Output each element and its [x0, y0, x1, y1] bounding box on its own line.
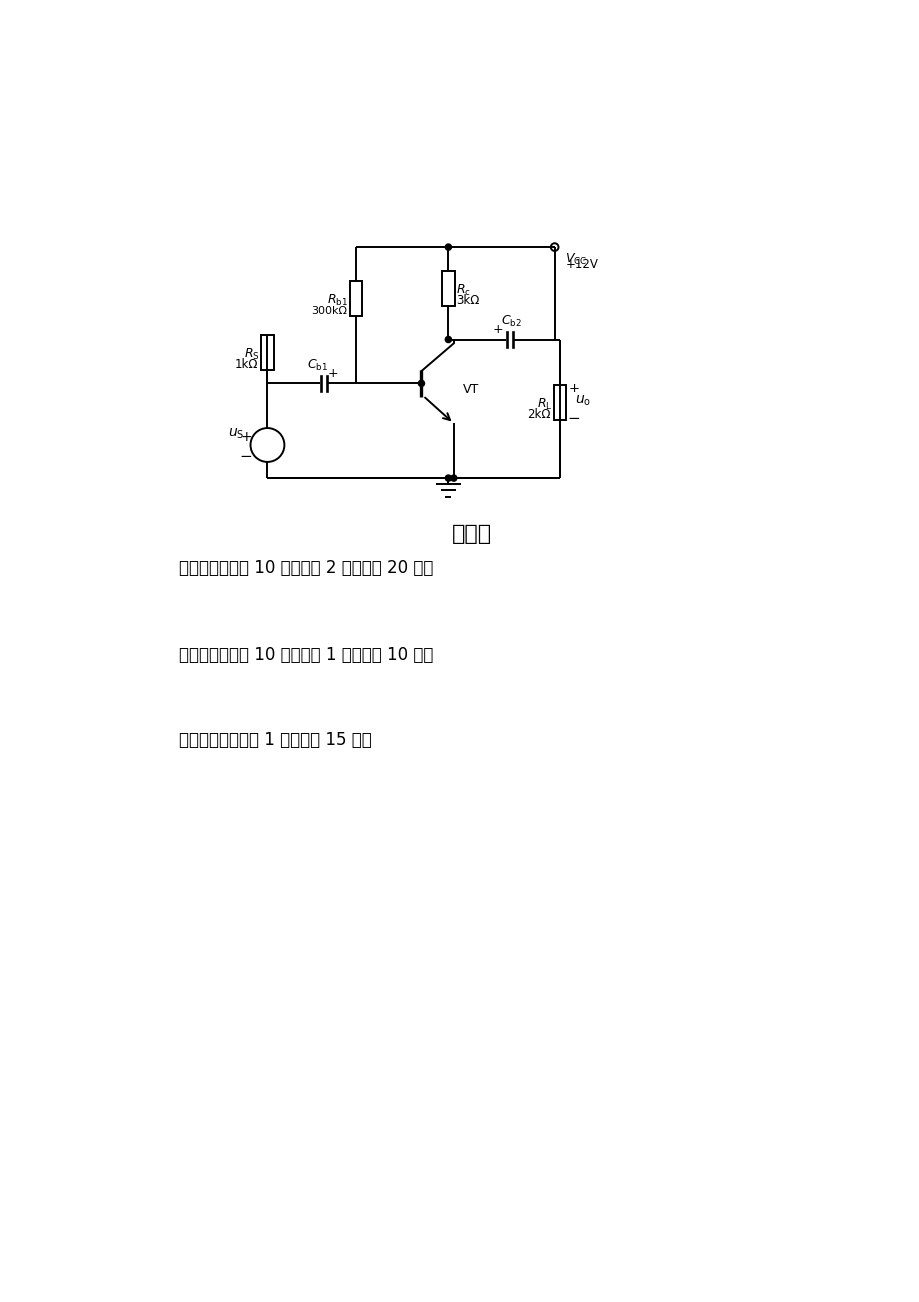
Circle shape	[445, 243, 451, 250]
Text: $C_{\rm b2}$: $C_{\rm b2}$	[501, 314, 521, 328]
Text: $R_{\rm b1}$: $R_{\rm b1}$	[327, 293, 348, 309]
Text: 3kΩ: 3kΩ	[456, 294, 479, 307]
Circle shape	[445, 475, 451, 482]
Circle shape	[450, 475, 457, 482]
Text: 一、选择题（共 10 题，每题 2 分，满分 20 分）: 一、选择题（共 10 题，每题 2 分，满分 20 分）	[178, 559, 433, 577]
Text: VT: VT	[462, 383, 479, 396]
Text: 答题纸: 答题纸	[451, 523, 491, 543]
Text: 二、判断题（共 10 题，每题 1 分，满分 10 分）: 二、判断题（共 10 题，每题 1 分，满分 10 分）	[178, 646, 433, 664]
Text: $u_{\rm S}$: $u_{\rm S}$	[228, 427, 244, 441]
Text: 1kΩ: 1kΩ	[234, 358, 258, 371]
Circle shape	[445, 336, 451, 342]
Text: +12V: +12V	[565, 258, 597, 271]
Text: $V_{\rm CC}$: $V_{\rm CC}$	[565, 251, 587, 267]
Text: $R_{\rm c}$: $R_{\rm c}$	[456, 283, 471, 298]
Text: 300kΩ: 300kΩ	[311, 306, 346, 316]
Bar	[261, 335, 273, 370]
Text: +: +	[568, 383, 579, 396]
Text: $u_{\rm o}$: $u_{\rm o}$	[574, 395, 591, 409]
Text: $C_{\rm b1}$: $C_{\rm b1}$	[307, 358, 328, 372]
Text: +: +	[492, 323, 503, 336]
Bar	[349, 281, 362, 316]
Text: −: −	[239, 449, 252, 464]
Bar	[553, 385, 565, 421]
Text: $R_{\rm L}$: $R_{\rm L}$	[537, 397, 551, 411]
Text: 三、填空题（每空 1 分，满分 15 分）: 三、填空题（每空 1 分，满分 15 分）	[178, 730, 371, 749]
Text: −: −	[567, 410, 580, 426]
Text: 2kΩ: 2kΩ	[527, 409, 550, 422]
Circle shape	[418, 380, 424, 387]
Text: +: +	[240, 430, 252, 444]
Text: $R_{\rm S}$: $R_{\rm S}$	[244, 346, 259, 362]
Text: +: +	[327, 367, 338, 380]
Bar	[442, 271, 454, 306]
